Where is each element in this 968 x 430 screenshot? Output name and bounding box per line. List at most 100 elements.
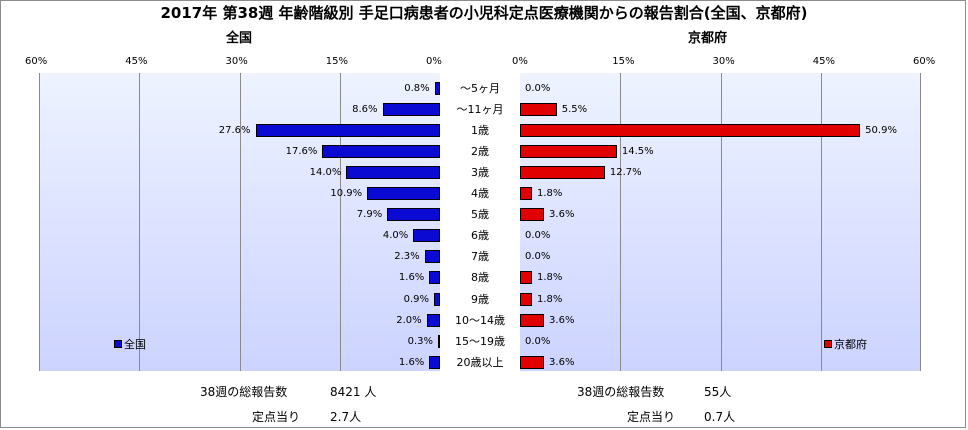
- national-value-label: 2.3%: [394, 251, 420, 263]
- kyoto-value-label: 50.9%: [865, 124, 897, 136]
- chart-title: 2017年 第38週 年齢階級別 手足口病患者の小児科定点医療機関からの報告割合…: [160, 4, 808, 22]
- kyoto-value-label: 5.5%: [561, 103, 588, 115]
- national-bar: [437, 334, 440, 348]
- national-x-tick-label: 15%: [325, 56, 348, 67]
- national-legend: 全国: [114, 336, 146, 352]
- national-legend-swatch: [114, 340, 122, 348]
- kyoto-gridline: [620, 73, 622, 371]
- kyoto-value-label: 3.6%: [549, 356, 575, 368]
- national-x-tick-label: 45%: [125, 56, 148, 67]
- age-category-label: 1歳: [471, 123, 489, 137]
- national-value-label: 1.6%: [398, 356, 425, 368]
- kyoto-x-tick-label: 60%: [913, 56, 936, 67]
- kyoto-total-label: 38週の総報告数: [577, 385, 665, 399]
- age-category-label: 2歳: [471, 144, 489, 158]
- kyoto-legend-label: 京都府: [834, 338, 867, 351]
- kyoto-value-label: 1.8%: [537, 272, 563, 284]
- national-bar: [433, 292, 440, 306]
- national-x-tick-label: 0%: [426, 56, 442, 67]
- kyoto-gridline: [920, 73, 921, 371]
- national-bar: [322, 144, 440, 158]
- age-category-label: 9歳: [471, 292, 489, 306]
- age-category-label: 7歳: [471, 250, 489, 264]
- age-category-label: 10～14歳: [455, 313, 505, 327]
- national-total-value: 8421 人: [330, 385, 377, 399]
- kyoto-bar: [520, 271, 533, 285]
- national-value-label: 0.3%: [407, 335, 433, 347]
- national-value-label: 10.9%: [330, 188, 363, 199]
- age-category-label: 3歳: [471, 165, 489, 179]
- national-gridline: [339, 73, 341, 371]
- kyoto-x-tick-label: 30%: [712, 56, 735, 67]
- age-category-label: ～5ヶ月: [460, 81, 500, 95]
- kyoto-value-label: 1.8%: [537, 188, 563, 199]
- kyoto-x-tick-label: 15%: [612, 56, 635, 67]
- kyoto-value-label: 3.6%: [549, 314, 575, 326]
- kyoto-plot-area: 0.0% 5.5% 50.9% 14.5% 12.7% 1.8% 3.6% 0.0% 0.0% 1…: [520, 73, 921, 371]
- kyoto-value-label: 3.6%: [549, 209, 575, 221]
- national-per-site-value: 2.7人: [330, 410, 362, 424]
- national-per-site-label: 定点当り: [252, 410, 301, 424]
- national-panel-title: 全国: [226, 31, 253, 46]
- national-total-label: 38週の総報告数: [200, 385, 288, 399]
- national-bar: [413, 229, 440, 243]
- kyoto-value-label: 0.0%: [525, 251, 551, 263]
- kyoto-gridline: [820, 73, 822, 371]
- national-bar: [424, 250, 440, 264]
- kyoto-x-tick-label: 0%: [512, 56, 528, 67]
- kyoto-bar: [520, 313, 545, 327]
- national-value-label: 2.0%: [396, 314, 422, 326]
- kyoto-gridline: [720, 73, 722, 371]
- kyoto-value-label: 0.0%: [525, 335, 551, 347]
- kyoto-value-label: 0.0%: [525, 82, 551, 94]
- national-bar: [367, 187, 440, 200]
- national-bar: [426, 313, 440, 327]
- national-bar: [429, 355, 440, 369]
- national-value-label: 14.0%: [309, 166, 342, 178]
- kyoto-value-label: 12.7%: [609, 166, 642, 178]
- kyoto-bar: [520, 123, 861, 137]
- age-category-label: 4歳: [471, 187, 489, 200]
- national-gridline: [239, 73, 241, 371]
- kyoto-bar: [520, 208, 545, 222]
- kyoto-bar: [520, 165, 605, 179]
- national-value-label: 7.9%: [356, 209, 383, 221]
- national-value-label: 17.6%: [285, 145, 318, 157]
- national-bar: [255, 123, 440, 137]
- age-category-label: 6歳: [471, 229, 489, 243]
- age-category-label: ～11ヶ月: [456, 102, 504, 116]
- national-gridline: [139, 73, 141, 371]
- age-category-label: 15～19歳: [455, 334, 505, 348]
- kyoto-bar: [520, 144, 617, 158]
- kyoto-total-value: 55人: [704, 385, 732, 399]
- kyoto-per-site-value: 0.7人: [704, 410, 736, 424]
- kyoto-value-label: 14.5%: [621, 145, 654, 157]
- national-bar: [429, 271, 440, 285]
- national-bar: [346, 165, 440, 179]
- kyoto-x-tick-label: 45%: [812, 56, 835, 67]
- kyoto-per-site-label: 定点当り: [627, 410, 676, 424]
- kyoto-value-label: 0.0%: [525, 230, 551, 242]
- national-value-label: 0.9%: [403, 293, 429, 305]
- national-value-label: 0.8%: [404, 82, 430, 94]
- kyoto-panel-title: 京都府: [688, 31, 728, 46]
- kyoto-bar: [520, 292, 533, 306]
- national-legend-label: 全国: [124, 338, 146, 351]
- kyoto-bar: [520, 102, 557, 116]
- national-bar: [387, 208, 440, 222]
- kyoto-value-label: 1.8%: [537, 293, 563, 305]
- national-plot-area: 0.8% 8.6% 27.6% 17.6% 14.0% 10.9% 7.9% 4.0% 2.3%…: [39, 73, 440, 371]
- national-value-label: 27.6%: [218, 124, 251, 136]
- kyoto-bar: [520, 187, 533, 200]
- age-category-label: 8歳: [471, 271, 489, 285]
- national-bar: [382, 102, 440, 116]
- kyoto-legend: 京都府: [824, 336, 867, 352]
- age-category-label: 5歳: [471, 208, 489, 222]
- national-gridline: [39, 73, 40, 371]
- national-x-tick-label: 60%: [25, 56, 48, 67]
- kyoto-legend-swatch: [824, 340, 832, 348]
- national-x-tick-label: 30%: [225, 56, 248, 67]
- national-value-label: 1.6%: [398, 272, 425, 284]
- national-value-label: 8.6%: [352, 103, 378, 115]
